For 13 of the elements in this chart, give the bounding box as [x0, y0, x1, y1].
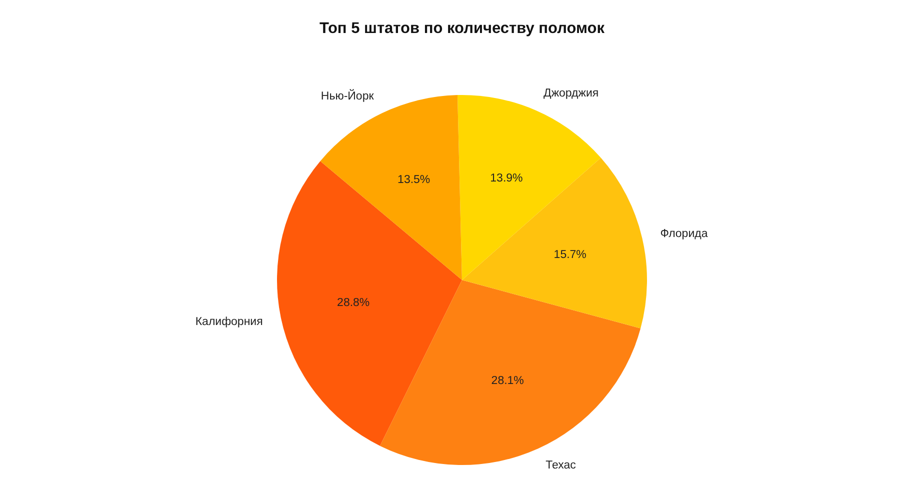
slice-label: Джорджия — [544, 88, 599, 100]
slice-label: Техас — [546, 460, 576, 472]
data-label: 28.8% — [337, 296, 370, 309]
slice-label: Калифорния — [195, 316, 263, 328]
pie-slice — [462, 158, 647, 328]
pie-slice — [277, 161, 462, 446]
slice-label: Нью-Йорк — [320, 88, 375, 103]
chart-title: Топ 5 штатов по количеству поломок — [319, 20, 605, 37]
slice-label: Флорида — [660, 228, 708, 240]
data-label: 13.5% — [398, 174, 430, 186]
data-label: 15.7% — [554, 248, 586, 261]
data-label: 13.9% — [490, 172, 523, 184]
data-label: 28.1% — [491, 375, 524, 388]
